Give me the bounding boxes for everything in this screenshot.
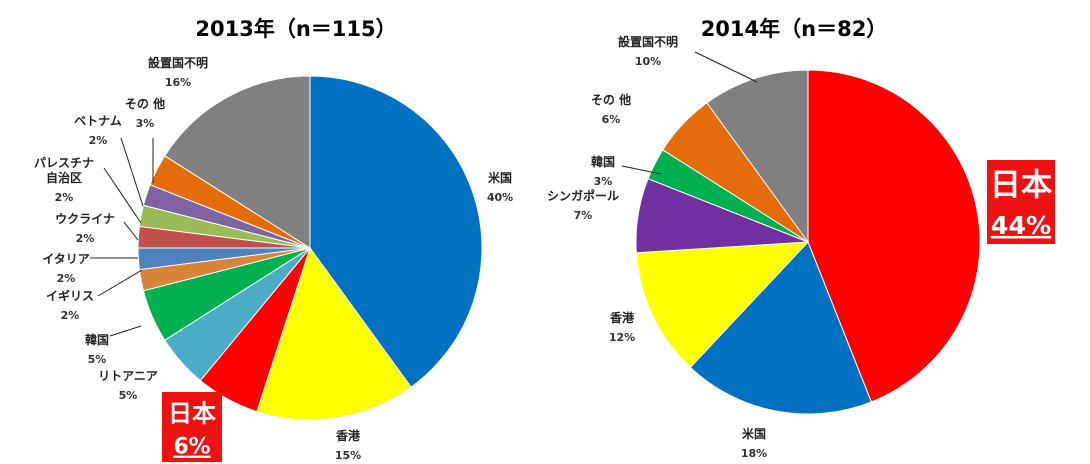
leader-line [120,137,144,207]
pie-chart-1: 2013年（n＝115） 米国 40% 香港 15% 日本 6% リトアニア 5% 韓国 5% イギリ… [34,17,513,462]
slice-percent: 10% [635,55,661,68]
slice-percent: 12% [609,331,635,344]
slice-percent: 16% [165,76,191,89]
slice-percent: 2% [57,272,76,285]
slice-label: 日本 [990,167,1053,203]
leader-line [97,269,143,297]
slice-percent: 2% [76,232,95,245]
slice-percent: 2% [89,134,108,147]
slice-label: その 他 [125,96,165,111]
slice-label: その 他 [591,92,631,107]
slice-percent: 44% [991,211,1052,240]
slice-label: 米国 [742,426,766,441]
leader-line [103,167,142,224]
slice-percent: 18% [741,447,767,460]
slice-label: 設置国不明 [148,55,208,70]
pie-chart-2: 2014年（n＝82） 日本 44% 米国 18% 香港 12% シンガポール 7% 韓国 3% その… [547,17,1055,460]
leader-line [109,325,142,337]
slice-label: ウクライナ [55,212,115,226]
chart-title: 2014年（n＝82） [701,17,888,41]
slice-label: パレスチナ [34,156,94,170]
slice-label: シンガポール [547,188,619,203]
chart-title: 2013年（n＝115） [195,17,396,41]
pie-slice [164,75,311,249]
slice-label: 香港 [609,310,635,325]
slice-percent: 40% [487,191,513,204]
slice-label: イタリア [42,252,90,266]
highlight-label-box [162,392,222,462]
slice-percent: 15% [335,449,361,462]
pie-slice [706,69,809,244]
pie-slice [807,69,981,403]
slice-label: ベトナム [74,114,122,128]
leader-line [123,221,139,241]
slice-label: 設置国不明 [618,34,678,49]
slice-label: 香港 [335,428,361,443]
slice-label: 自治区 [46,170,82,185]
slice-percent: 3% [594,175,613,188]
slice-label: イギリス [46,288,94,303]
slice-label: 米国 [488,170,512,185]
slice-label: 日本 [168,399,216,427]
slice-label: リトアニア [98,369,158,383]
slice-percent: 2% [55,191,74,204]
slice-percent: 2% [61,309,80,322]
pie-slice [309,75,483,388]
slice-percent: 5% [119,389,138,402]
pie-slice [689,241,872,415]
pie-slice [635,241,810,369]
leader-line [621,165,662,175]
slice-percent: 3% [136,117,155,130]
slice-percent: 6% [602,113,621,126]
slice-percent: 6% [173,435,210,460]
leader-line [694,51,758,83]
slice-percent: 5% [88,353,107,366]
highlight-label-box [987,160,1055,244]
slice-label: 韓国 [85,332,109,347]
slice-label: 韓国 [591,154,615,169]
pie-slice [256,246,412,421]
slice-percent: 7% [574,209,593,222]
